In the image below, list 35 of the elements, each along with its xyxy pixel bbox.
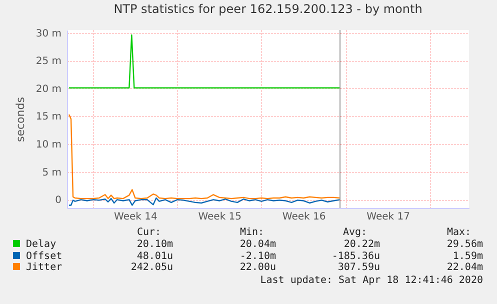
text: 1.59m: [452, 250, 483, 262]
x-tick-label: Week 17: [366, 212, 410, 222]
text: Min:: [240, 227, 264, 239]
text: 29.56m: [446, 239, 483, 251]
text: 242.05u: [130, 262, 173, 274]
legend-label: Delay: [25, 239, 56, 251]
line-series: [68, 197, 341, 206]
text: 20.04m: [240, 239, 276, 251]
text: 48.01u: [136, 250, 173, 262]
text: 307.59u: [338, 262, 380, 274]
y-tick-label: 15 m: [36, 112, 62, 123]
x-tick-label: Week 14: [114, 212, 158, 222]
y-tick-label: 10 m: [36, 140, 62, 151]
y-tick-label: 25 m: [36, 56, 62, 68]
text: 20.10m: [136, 239, 173, 251]
y-tick-label: 30 m: [36, 28, 62, 40]
text: -185.36u: [332, 250, 380, 262]
legend-label: Jitter: [25, 262, 62, 274]
legend-label: Offset: [25, 250, 62, 262]
text: 22.04m: [446, 262, 483, 274]
x-tick-label: Week 15: [198, 212, 242, 222]
y-tick-label: 0: [55, 195, 62, 206]
text: -2.10m: [240, 250, 276, 262]
y-tick-label: 20 m: [36, 84, 62, 95]
text: Max:: [447, 227, 472, 239]
y-axis-title: seconds: [14, 96, 27, 142]
y-tick-label: 5 m: [42, 167, 62, 178]
text: Cur:: [137, 227, 162, 239]
x-tick-label: Week 16: [282, 212, 326, 222]
text: 20.22m: [344, 239, 380, 251]
text: 22.00u: [240, 262, 276, 274]
line-series: [68, 114, 341, 200]
text: Avg:: [343, 227, 368, 239]
chart-title: NTP statistics for peer 162.159.200.123 - by month: [114, 2, 422, 16]
text: Last update: Sat Apr 18 12:41:46 2020: [260, 275, 483, 287]
